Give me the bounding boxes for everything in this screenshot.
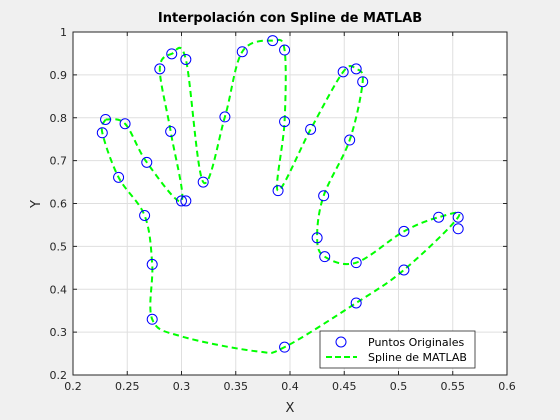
- legend-marker-circle: [335, 336, 347, 348]
- y-tick-label: 1: [60, 26, 67, 39]
- data-point: [267, 35, 279, 47]
- spline-layer: [100, 38, 461, 354]
- data-point: [311, 232, 323, 244]
- legend-label-points: Puntos Originales: [368, 336, 464, 349]
- data-point: [219, 111, 231, 123]
- data-point: [319, 251, 331, 263]
- x-tick-label: 0.35: [224, 380, 249, 393]
- data-point: [197, 176, 209, 188]
- data-point: [398, 225, 410, 237]
- data-point: [139, 210, 151, 222]
- y-axis-label: Y: [29, 200, 44, 209]
- x-tick-label: 0.45: [332, 380, 357, 393]
- data-point: [166, 48, 178, 60]
- data-point: [350, 297, 362, 309]
- data-point: [279, 341, 291, 353]
- data-point: [452, 211, 464, 223]
- x-tick-label: 0.55: [441, 380, 466, 393]
- y-tick-label: 0.6: [50, 198, 68, 211]
- data-point: [119, 118, 131, 130]
- legend: Puntos Originales Spline de MATLAB: [319, 330, 476, 369]
- y-tick-label: 0.8: [50, 112, 68, 125]
- data-point: [165, 125, 177, 137]
- data-point: [337, 66, 349, 78]
- data-point: [452, 223, 464, 235]
- ticks: [72, 31, 508, 376]
- data-point: [398, 264, 410, 276]
- x-tick-label: 0.5: [390, 380, 408, 393]
- data-point: [318, 190, 330, 202]
- data-point: [180, 195, 192, 207]
- spline-line: [100, 38, 461, 354]
- data-point: [357, 76, 369, 88]
- data-point: [146, 258, 158, 270]
- data-point: [279, 116, 291, 128]
- legend-label-spline: Spline de MATLAB: [368, 351, 467, 364]
- x-tick-label: 0.25: [115, 380, 140, 393]
- tick-labels: 0.2 0.25 0.3 0.35 0.4 0.45 0.5 0.55 0.6 0.2 0.3 0.4…: [50, 26, 516, 393]
- data-point: [350, 257, 362, 269]
- chart-title: Interpolación con Spline de MATLAB: [158, 11, 422, 26]
- data-point: [272, 185, 284, 197]
- data-point: [279, 44, 291, 56]
- data-point: [154, 63, 166, 75]
- y-tick-label: 0.4: [50, 283, 68, 296]
- data-point: [236, 46, 248, 58]
- x-tick-label: 0.4: [281, 380, 299, 393]
- data-point: [433, 211, 445, 223]
- y-tick-label: 0.2: [50, 369, 68, 382]
- data-point: [180, 53, 192, 65]
- x-tick-label: 0.6: [498, 380, 516, 393]
- data-point: [176, 195, 187, 207]
- legend-box: [319, 330, 476, 369]
- x-axis-label: X: [286, 401, 295, 416]
- data-point: [344, 134, 356, 146]
- data-point: [141, 156, 153, 168]
- x-tick-label: 0.2: [64, 380, 82, 393]
- data-point: [96, 127, 108, 139]
- points-layer: [96, 35, 464, 353]
- y-tick-label: 0.5: [50, 240, 68, 253]
- data-point: [100, 113, 112, 125]
- y-tick-label: 0.3: [50, 326, 68, 339]
- data-point: [350, 63, 362, 75]
- y-tick-label: 0.7: [50, 155, 68, 168]
- y-tick-label: 0.9: [50, 69, 68, 82]
- data-point: [305, 123, 317, 135]
- x-tick-label: 0.3: [173, 380, 191, 393]
- data-point: [113, 171, 125, 183]
- data-point: [146, 313, 158, 325]
